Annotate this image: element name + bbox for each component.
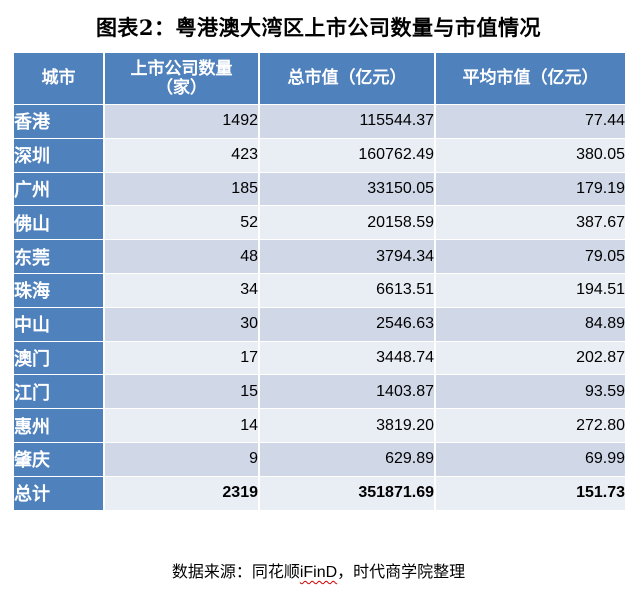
column-header-avg: 平均市值（亿元） — [436, 53, 625, 105]
table-row: 惠州 14 3819.20 272.80 — [14, 409, 625, 443]
city-cell: 东莞 — [14, 240, 105, 274]
count-cell: 185 — [105, 172, 260, 207]
table-row: 肇庆 9 629.89 69.99 — [14, 442, 625, 477]
city-cell: 珠海 — [14, 273, 105, 308]
column-header-avg-label: 平均市值（亿元） — [462, 68, 599, 88]
total-cell: 3794.34 — [260, 240, 436, 274]
city-cell: 广州 — [14, 172, 105, 207]
column-header-city: 城市 — [14, 53, 105, 105]
table-total-row: 总计 2319 351871.69 151.73 — [14, 476, 625, 511]
city-cell: 香港 — [14, 105, 105, 139]
column-header-count: 上市公司数量（家） — [105, 53, 260, 105]
count-cell: 14 — [105, 409, 260, 443]
column-header-total: 总市值（亿元） — [260, 53, 436, 105]
source-prefix: 数据来源：同花顺 — [171, 562, 300, 581]
count-cell: 52 — [105, 206, 260, 241]
table-row: 香港 1492 115544.37 77.44 — [14, 105, 625, 139]
avg-cell: 84.89 — [436, 307, 625, 342]
table-row: 深圳 423 160762.49 380.05 — [14, 138, 625, 173]
table-row: 珠海 34 6613.51 194.51 — [14, 273, 625, 308]
city-cell: 江门 — [14, 375, 105, 410]
source-suffix: ，时代商学院整理 — [337, 562, 466, 581]
total-cell: 6613.51 — [260, 273, 436, 308]
total-cell: 1403.87 — [260, 375, 436, 410]
market-cap-table: 城市 上市公司数量（家） 总市值（亿元） 平均市值（亿元） 香港 1492 11… — [14, 53, 625, 511]
total-cell: 115544.37 — [260, 105, 436, 139]
count-cell: 15 — [105, 375, 260, 410]
avg-cell: 272.80 — [436, 409, 625, 443]
table-row: 澳门 17 3448.74 202.87 — [14, 341, 625, 376]
table-row: 中山 30 2546.63 84.89 — [14, 307, 625, 342]
avg-cell: 179.19 — [436, 172, 625, 207]
avg-cell: 387.67 — [436, 206, 625, 241]
total-label-cell: 总计 — [14, 476, 105, 511]
city-cell: 深圳 — [14, 138, 105, 173]
count-cell: 34 — [105, 273, 260, 308]
table-header-row: 城市 上市公司数量（家） 总市值（亿元） 平均市值（亿元） — [14, 53, 625, 105]
total-avg-cell: 151.73 — [436, 476, 625, 511]
avg-cell: 79.05 — [436, 240, 625, 274]
total-cell: 629.89 — [260, 442, 436, 477]
count-cell: 423 — [105, 138, 260, 173]
column-header-total-label: 总市值（亿元） — [287, 68, 407, 88]
total-cell: 2546.63 — [260, 307, 436, 342]
total-cell: 160762.49 — [260, 138, 436, 173]
avg-cell: 202.87 — [436, 341, 625, 376]
total-cell: 3819.20 — [260, 409, 436, 443]
avg-cell: 77.44 — [436, 105, 625, 139]
table-row: 广州 185 33150.05 179.19 — [14, 172, 625, 207]
total-cell: 20158.59 — [260, 206, 436, 241]
count-cell: 48 — [105, 240, 260, 274]
count-cell: 17 — [105, 341, 260, 376]
city-cell: 肇庆 — [14, 442, 105, 477]
column-header-count-label: 上市公司数量（家） — [130, 58, 233, 98]
city-cell: 佛山 — [14, 206, 105, 241]
avg-cell: 69.99 — [436, 442, 625, 477]
total-total-cell: 351871.69 — [260, 476, 436, 511]
avg-cell: 93.59 — [436, 375, 625, 410]
table-row: 佛山 52 20158.59 387.67 — [14, 206, 625, 241]
avg-cell: 194.51 — [436, 273, 625, 308]
source-note: 数据来源：同花顺iFinD，时代商学院整理 — [0, 562, 637, 583]
column-header-city-label: 城市 — [41, 68, 76, 88]
source-brand: iFinD — [299, 564, 338, 581]
table-row: 江门 15 1403.87 93.59 — [14, 375, 625, 410]
total-count-cell: 2319 — [105, 476, 260, 511]
total-cell: 3448.74 — [260, 341, 436, 376]
table-row: 东莞 48 3794.34 79.05 — [14, 240, 625, 274]
city-cell: 中山 — [14, 307, 105, 342]
city-cell: 惠州 — [14, 409, 105, 443]
count-cell: 9 — [105, 442, 260, 477]
count-cell: 1492 — [105, 105, 260, 139]
count-cell: 30 — [105, 307, 260, 342]
avg-cell: 380.05 — [436, 138, 625, 173]
total-cell: 33150.05 — [260, 172, 436, 207]
page-title: 图表2：粤港澳大湾区上市公司数量与市值情况 — [95, 15, 542, 40]
city-cell: 澳门 — [14, 341, 105, 376]
